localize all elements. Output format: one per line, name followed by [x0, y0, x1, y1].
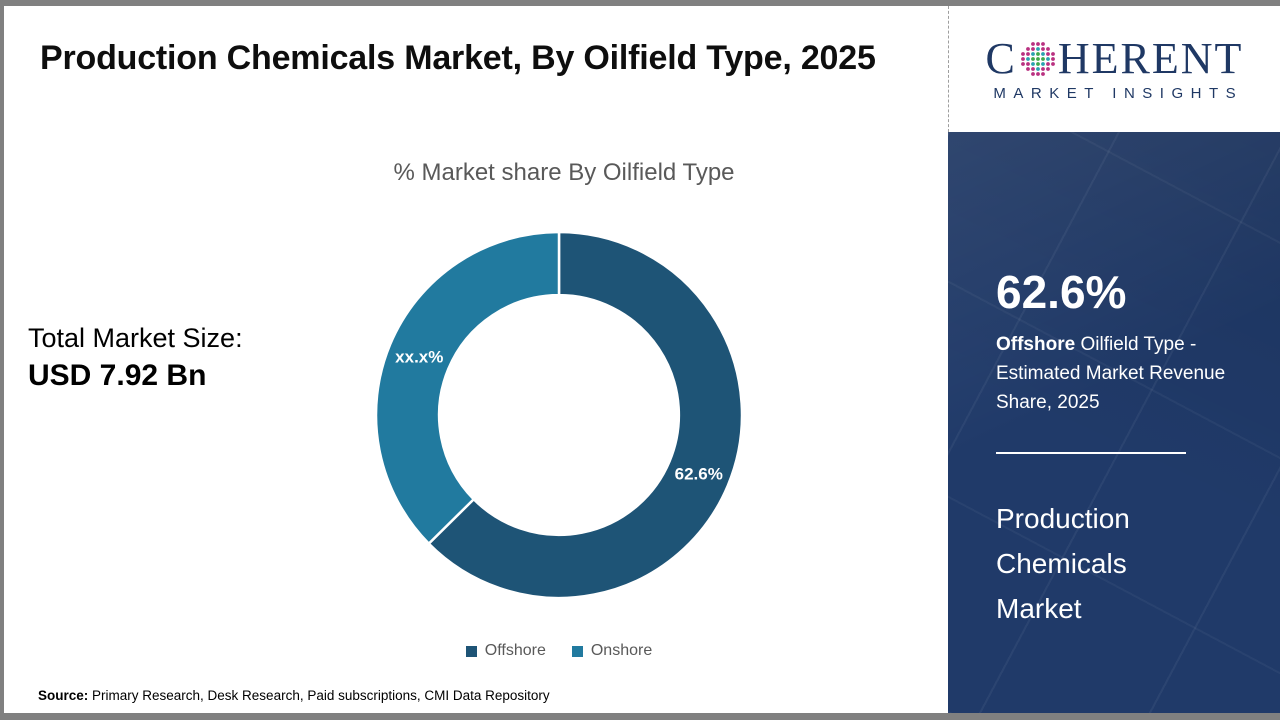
- globe-dot: [1051, 51, 1055, 56]
- source-note: Source: Primary Research, Desk Research,…: [38, 688, 550, 703]
- globe-dot: [1041, 56, 1045, 61]
- globe-dot: [1031, 71, 1035, 76]
- donut-slice-offshore: [427, 230, 744, 600]
- globe-dot: [1046, 51, 1050, 56]
- sidebar-divider: [996, 452, 1186, 454]
- globe-dot: [1021, 51, 1025, 56]
- globe-dot: [1046, 66, 1050, 71]
- globe-dot: [1026, 66, 1030, 71]
- globe-dot: [1041, 51, 1045, 56]
- sidebar: C HERENT MARKET INSIGHTS 62.6% Offshore …: [948, 6, 1280, 713]
- globe-dot: [1026, 56, 1030, 61]
- globe-icon: [1021, 41, 1055, 76]
- globe-dot: [1026, 61, 1030, 66]
- globe-dot: [1031, 51, 1035, 56]
- donut-chart-svg: 62.6% xx.x%: [374, 230, 744, 600]
- brand-wordmark: C HERENT: [985, 33, 1244, 83]
- globe-dot: [1036, 51, 1040, 56]
- stat-description-rest: Oilfield Type - Estimated Market Revenue…: [996, 334, 1226, 413]
- globe-dot: [1046, 56, 1050, 61]
- globe-dot: [1026, 51, 1030, 56]
- globe-dot: [1031, 41, 1035, 46]
- globe-dot: [1036, 66, 1040, 71]
- source-label: Source:: [38, 688, 89, 703]
- page-title: Production Chemicals Market, By Oilfield…: [40, 39, 876, 77]
- legend-item-onshore: Onshore: [571, 642, 653, 660]
- globe-dot: [1051, 61, 1055, 66]
- total-market-block: Total Market Size: USD 7.92 Bn: [28, 320, 243, 396]
- slice-data-label-offshore: 62.6%: [675, 464, 723, 483]
- brand-letters-rest: HERENT: [1057, 33, 1244, 83]
- sidebar-panel: 62.6% Offshore Oilfield Type - Estimated…: [948, 132, 1280, 713]
- slice-data-label-onshore: xx.x%: [395, 348, 443, 367]
- globe-dot: [1041, 46, 1045, 51]
- brand-logo: C HERENT MARKET INSIGHTS: [948, 6, 1280, 132]
- legend-label-offshore: Offshore: [484, 642, 546, 659]
- donut-slice-onshore: [374, 230, 561, 546]
- legend-label-onshore: Onshore: [590, 642, 653, 659]
- globe-dot: [1021, 61, 1025, 66]
- globe-dot: [1041, 61, 1045, 66]
- globe-dot: [1021, 56, 1025, 61]
- legend-item-offshore: Offshore: [465, 642, 546, 660]
- globe-dot: [1036, 71, 1040, 76]
- stat-segment-name: Offshore: [996, 334, 1076, 355]
- source-text: Primary Research, Desk Research, Paid su…: [88, 688, 550, 703]
- chart-legend: Offshore Onshore: [369, 642, 749, 660]
- donut-chart: 62.6% xx.x%: [369, 225, 749, 605]
- total-market-value: USD 7.92 Bn: [28, 359, 207, 392]
- total-market-label: Total Market Size:: [28, 323, 243, 353]
- report-market-name: Production Chemicals Market: [996, 503, 1130, 624]
- brand-letter-c: C: [985, 33, 1017, 83]
- highlight-stat-value: 62.6%: [996, 266, 1127, 318]
- globe-dot: [1046, 61, 1050, 66]
- globe-dot: [1031, 66, 1035, 71]
- chart-title: % Market share By Oilfield Type: [393, 159, 735, 186]
- globe-dot: [1031, 61, 1035, 66]
- globe-dot: [1036, 41, 1040, 46]
- globe-dot: [1041, 71, 1045, 76]
- highlight-stat-description: Offshore Oilfield Type - Estimated Marke…: [996, 330, 1232, 417]
- globe-dot: [1026, 46, 1030, 51]
- brand-subtitle: MARKET INSIGHTS: [993, 84, 1244, 102]
- globe-dot: [1036, 56, 1040, 61]
- globe-dot: [1036, 46, 1040, 51]
- offshore-swatch-icon: [465, 645, 477, 657]
- globe-dot: [1036, 61, 1040, 66]
- globe-dot: [1046, 46, 1050, 51]
- globe-dot: [1031, 46, 1035, 51]
- globe-dot: [1041, 41, 1045, 46]
- globe-dot: [1031, 56, 1035, 61]
- globe-dot: [1051, 56, 1055, 61]
- globe-dot: [1041, 66, 1045, 71]
- onshore-swatch-icon: [571, 645, 583, 657]
